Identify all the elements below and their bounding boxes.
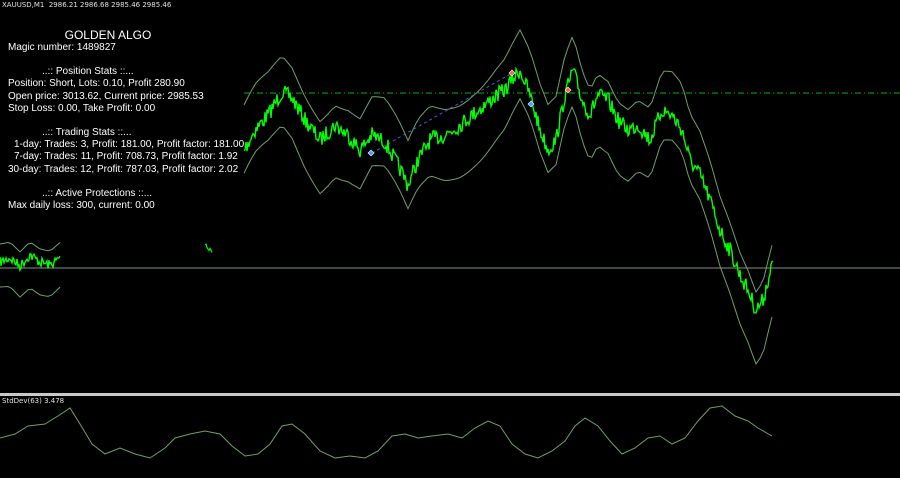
stddev-line xyxy=(0,405,773,459)
upper-band-line xyxy=(243,28,773,293)
chart-symbol-header: XAUUSD,M1 2986.21 2986.68 2985.46 2985.4… xyxy=(2,1,172,9)
magic-number-text: Magic number: 1489827 xyxy=(8,42,116,53)
stddev-indicator-pane[interactable]: StdDev(63) 3.478 xyxy=(0,396,900,478)
left-upper-band-line xyxy=(0,241,61,253)
buy-marker-icon[interactable] xyxy=(367,149,375,157)
position-stats-heading: ..:: Position Stats ::... xyxy=(42,66,134,78)
stats-30day-text: 30-day: Trades: 12, Profit: 787.03, Prof… xyxy=(8,163,239,175)
price-line-left xyxy=(0,252,61,273)
buy-marker-icon[interactable] xyxy=(527,100,535,108)
sell-marker-icon[interactable] xyxy=(508,69,516,77)
trade-connector-line[interactable] xyxy=(371,72,513,154)
price-line xyxy=(243,66,774,314)
price-text: Open price: 3013.62, Current price: 2985… xyxy=(8,90,204,102)
price-line-fragment xyxy=(204,243,213,253)
active-protections-heading: ..:: Active Protections ::... xyxy=(42,187,153,199)
max-daily-loss-text: Max daily loss: 300, current: 0.00 xyxy=(8,199,155,211)
ea-info-panel: GOLDEN ALGO Magic number: 1489827 ..:: P… xyxy=(8,28,248,212)
sell-marker-icon[interactable] xyxy=(564,86,572,94)
position-text: Position: Short, Lots: 0.10, Profit 280.… xyxy=(8,78,185,90)
stddev-chart-svg xyxy=(0,405,773,459)
price-chart-svg xyxy=(0,28,900,365)
stats-7day-text: 7-day: Trades: 11, Profit: 708.73, Profi… xyxy=(14,151,238,163)
sl-tp-text: Stop Loss: 0.00, Take Profit: 0.00 xyxy=(8,102,156,114)
algo-name: GOLDEN ALGO xyxy=(64,28,152,42)
indicator-header: StdDev(63) 3.478 xyxy=(2,397,65,405)
price-chart-pane[interactable]: XAUUSD,M1 2986.21 2986.68 2985.46 2985.4… xyxy=(0,0,900,393)
lower-band-line xyxy=(243,97,773,365)
stats-1day-text: 1-day: Trades: 3, Profit: 181.00, Profit… xyxy=(14,139,245,151)
left-lower-band-line xyxy=(0,285,61,298)
trading-stats-heading: ..:: Trading Stats ::... xyxy=(42,126,132,138)
pane-separator[interactable] xyxy=(0,393,900,396)
